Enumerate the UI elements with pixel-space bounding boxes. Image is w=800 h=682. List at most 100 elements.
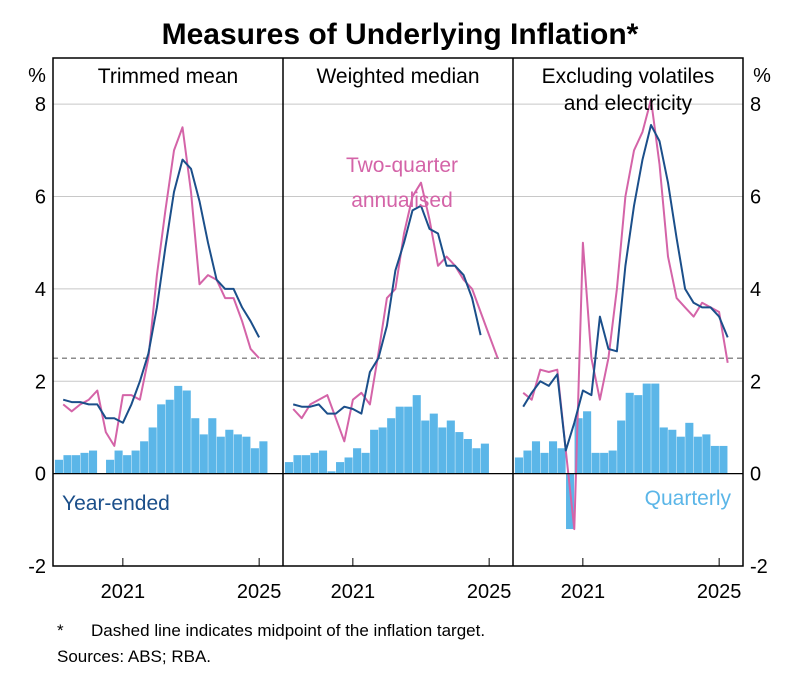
quarterly-bar [148, 427, 157, 474]
quarterly-bar [625, 392, 634, 474]
quarterly-bar [463, 439, 472, 474]
quarterly-bar [514, 457, 524, 474]
legend-two-quarter: Two-quarter [346, 154, 458, 177]
quarterly-bar [344, 457, 353, 474]
y-tick-label-right: 8 [750, 94, 761, 116]
quarterly-bar [574, 418, 583, 474]
y-unit-right: % [753, 65, 771, 87]
two-quarter-line [522, 98, 729, 531]
quarterly-bar [233, 434, 242, 474]
quarterly-bar [387, 418, 396, 474]
quarterly-bar [284, 462, 294, 474]
bars-layer [54, 383, 728, 530]
quarterly-bar [106, 459, 115, 474]
panel-title: Weighted median [316, 65, 479, 88]
legend-quarterly: Quarterly [645, 487, 732, 510]
lines-layer [62, 98, 729, 531]
quarterly-bar [140, 441, 149, 474]
quarterly-bar [557, 448, 566, 474]
quarterly-bar [123, 455, 132, 474]
quarterly-bar [157, 404, 166, 474]
quarterly-bar [676, 436, 685, 474]
quarterly-bar [480, 443, 489, 474]
quarterly-bar [259, 441, 268, 474]
x-tick-label: 2025 [237, 581, 282, 603]
quarterly-bar [80, 452, 89, 474]
y-tick-label-right: -2 [750, 556, 768, 578]
quarterly-bar [548, 441, 558, 474]
quarterly-bar [54, 459, 64, 474]
quarterly-bar [370, 429, 379, 474]
quarterly-bar [429, 413, 438, 474]
text-layer: 2021 2025 Trimmed mean 2021 2025 Weighted med… [28, 65, 771, 603]
quarterly-bar [438, 427, 447, 474]
x-tick-label: 2021 [561, 581, 606, 603]
chart-svg: Measures of Underlying Inflation* 2021 20… [28, 18, 771, 603]
quarterly-bar [668, 429, 677, 474]
quarterly-bar [131, 450, 140, 474]
quarterly-bar [651, 383, 660, 474]
quarterly-bar [310, 452, 319, 474]
quarterly-bar [208, 418, 217, 474]
frame-layer [52, 57, 744, 567]
quarterly-bar [318, 450, 328, 474]
quarterly-bar [71, 455, 81, 474]
quarterly-bar [446, 420, 455, 474]
quarterly-bar [114, 450, 123, 474]
quarterly-bar [242, 436, 251, 474]
quarterly-bar [88, 450, 98, 474]
y-unit-left: % [28, 65, 46, 87]
quarterly-bar [199, 434, 208, 474]
quarterly-bar [182, 390, 191, 474]
quarterly-bar [395, 406, 404, 474]
grid-layer [53, 103, 743, 382]
quarterly-bar [566, 473, 575, 530]
footnotes: * Dashed line indicates midpoint of the i… [57, 618, 485, 670]
y-tick-label-right: 0 [750, 464, 761, 486]
y-tick-label-left: 2 [35, 371, 46, 393]
quarterly-bar [216, 436, 225, 474]
quarterly-bar [301, 455, 311, 474]
y-tick-label-left: 8 [35, 94, 46, 116]
quarterly-bar [165, 399, 174, 474]
quarterly-bar [531, 441, 541, 474]
quarterly-bar [250, 448, 259, 474]
legend-annualised: annualised [351, 189, 453, 212]
quarterly-bar [719, 445, 728, 474]
panel-title: Trimmed mean [98, 65, 238, 88]
quarterly-bar [63, 455, 72, 474]
x-tick-label: 2025 [697, 581, 742, 603]
quarterly-bar [353, 448, 362, 474]
quarterly-bar [421, 420, 430, 474]
y-tick-label-left: 6 [35, 187, 46, 209]
y-tick-label-right: 6 [750, 187, 761, 209]
y-tick-label-left: 4 [35, 279, 46, 301]
footnote: * Dashed line indicates midpoint of the i… [57, 618, 485, 644]
y-tick-label-left: 0 [35, 464, 46, 486]
panel-title: and electricity [564, 92, 693, 115]
quarterly-bar [608, 450, 617, 474]
quarterly-bar [378, 427, 387, 474]
y-tick-label-right: 2 [750, 371, 761, 393]
footnote-star: * [57, 621, 64, 640]
two-quarter-line [292, 181, 499, 443]
quarterly-bar [642, 383, 651, 474]
year-ended-line [522, 124, 729, 452]
quarterly-bar [685, 422, 694, 474]
quarterly-bar [540, 452, 549, 474]
quarterly-bar [404, 406, 413, 474]
quarterly-bar [472, 448, 481, 474]
two-quarter-line [62, 126, 260, 447]
x-tick-label: 2025 [467, 581, 512, 603]
plot-frame [52, 57, 744, 567]
y-tick-label-left: -2 [28, 556, 46, 578]
x-tick-label: 2021 [331, 581, 376, 603]
year-ended-line [292, 204, 482, 415]
quarterly-bar [327, 471, 336, 474]
sources: Sources: ABS; RBA. [57, 647, 212, 666]
footnote-text: Dashed line indicates midpoint of the in… [91, 621, 486, 640]
quarterly-bar [710, 445, 719, 474]
quarterly-bar [336, 462, 345, 474]
y-tick-label-right: 4 [750, 279, 761, 301]
